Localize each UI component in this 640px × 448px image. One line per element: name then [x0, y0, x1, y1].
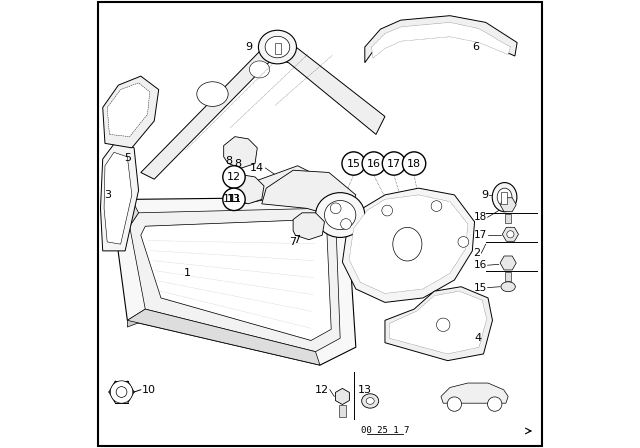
Text: 9: 9	[246, 42, 253, 52]
Text: 13: 13	[227, 194, 241, 204]
Text: 00 25 1 7: 00 25 1 7	[361, 426, 409, 435]
Circle shape	[116, 387, 127, 397]
Text: 10: 10	[142, 385, 156, 395]
Text: 16: 16	[474, 260, 486, 270]
Polygon shape	[103, 76, 159, 148]
Text: 8: 8	[234, 159, 242, 168]
Polygon shape	[108, 83, 150, 137]
Polygon shape	[100, 141, 139, 251]
Ellipse shape	[366, 398, 374, 404]
Text: 6: 6	[472, 42, 479, 52]
Text: 11: 11	[223, 194, 237, 204]
Circle shape	[223, 188, 245, 211]
Ellipse shape	[265, 36, 290, 58]
Polygon shape	[293, 213, 324, 240]
Polygon shape	[262, 170, 356, 220]
Ellipse shape	[197, 82, 228, 107]
Text: 5: 5	[124, 153, 131, 163]
Ellipse shape	[393, 228, 422, 261]
Text: 2: 2	[473, 248, 480, 258]
Polygon shape	[389, 291, 486, 354]
Text: 18: 18	[407, 159, 421, 168]
Polygon shape	[104, 152, 132, 244]
Circle shape	[436, 318, 450, 332]
Circle shape	[507, 231, 514, 238]
Ellipse shape	[492, 183, 517, 212]
Ellipse shape	[316, 193, 365, 237]
Polygon shape	[349, 195, 468, 293]
Text: 4: 4	[475, 333, 482, 343]
Polygon shape	[385, 287, 493, 361]
Text: 17: 17	[387, 159, 401, 168]
Polygon shape	[141, 220, 332, 340]
Ellipse shape	[501, 282, 515, 292]
Circle shape	[382, 152, 406, 175]
Circle shape	[342, 152, 365, 175]
Polygon shape	[502, 192, 508, 204]
Circle shape	[431, 201, 442, 211]
Polygon shape	[230, 175, 264, 204]
Text: 11: 11	[228, 194, 242, 204]
Text: 7: 7	[289, 237, 297, 247]
Circle shape	[458, 237, 468, 247]
Polygon shape	[141, 45, 385, 179]
Text: 17: 17	[474, 230, 486, 240]
Polygon shape	[224, 137, 257, 168]
Circle shape	[403, 152, 426, 175]
Polygon shape	[505, 214, 511, 223]
Circle shape	[340, 219, 351, 229]
Text: 8: 8	[225, 156, 233, 166]
Text: 16: 16	[367, 159, 381, 168]
Circle shape	[223, 166, 245, 188]
Ellipse shape	[250, 61, 269, 78]
Polygon shape	[127, 309, 145, 327]
Text: 3: 3	[104, 190, 111, 200]
Circle shape	[362, 152, 385, 175]
Circle shape	[488, 397, 502, 411]
Polygon shape	[114, 199, 139, 226]
Polygon shape	[127, 309, 320, 365]
Ellipse shape	[259, 30, 296, 64]
Polygon shape	[505, 272, 511, 281]
Polygon shape	[275, 43, 280, 54]
Text: 9: 9	[481, 190, 488, 200]
Polygon shape	[441, 383, 508, 403]
Polygon shape	[114, 197, 356, 365]
Polygon shape	[365, 16, 517, 63]
Ellipse shape	[362, 394, 379, 408]
Circle shape	[330, 203, 341, 214]
Text: 12: 12	[227, 172, 241, 182]
Text: 18: 18	[474, 212, 486, 222]
Ellipse shape	[497, 188, 512, 206]
Polygon shape	[371, 22, 511, 58]
Text: 1: 1	[184, 268, 190, 278]
Text: 15: 15	[347, 159, 360, 168]
Polygon shape	[130, 208, 340, 352]
Text: 13: 13	[358, 385, 372, 395]
Circle shape	[382, 205, 392, 216]
Polygon shape	[342, 188, 475, 302]
Text: 7: 7	[292, 235, 300, 245]
Text: 15: 15	[474, 283, 486, 293]
Polygon shape	[244, 166, 351, 215]
Text: 12: 12	[314, 385, 328, 395]
Ellipse shape	[324, 201, 356, 230]
Circle shape	[447, 397, 461, 411]
Polygon shape	[339, 405, 346, 417]
Text: 14: 14	[250, 163, 264, 173]
Circle shape	[110, 381, 132, 403]
